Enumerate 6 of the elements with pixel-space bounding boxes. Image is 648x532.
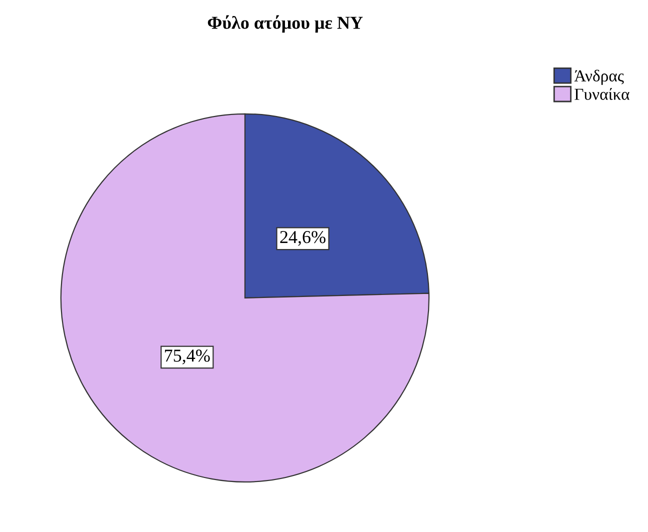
data-label: 24,6%	[280, 230, 326, 246]
legend-label: Άνδρας	[574, 70, 624, 85]
chart-title: Φύλο ατόμου με NY	[208, 15, 363, 33]
pie-slice	[60, 113, 430, 482]
data-label: 75,4%	[165, 350, 210, 364]
legend-label: Γυναίκα	[574, 88, 630, 100]
